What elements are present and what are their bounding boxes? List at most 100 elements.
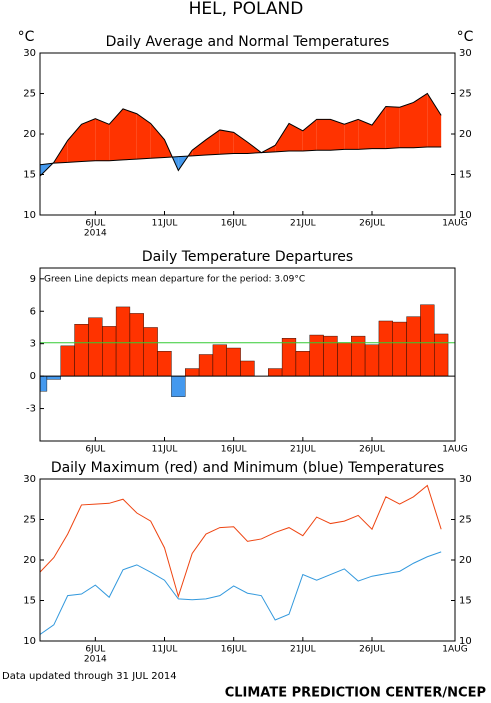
bar (115, 306, 131, 377)
x-tick-label: 1AUG (442, 645, 467, 655)
y-tick-label: 25 (23, 515, 36, 526)
y-tick-label: 15 (23, 170, 36, 181)
x-tick-label: 6JUL (85, 445, 105, 455)
bar (309, 334, 324, 377)
bar (378, 320, 393, 377)
anomaly-fill (330, 119, 345, 151)
y2-tick-label: 20 (459, 555, 472, 566)
x-tick-label: 21JUL (290, 445, 316, 455)
anomaly-fill (385, 106, 400, 149)
anomaly-fill (95, 118, 110, 161)
bar (40, 375, 48, 392)
x-tick-label: 6JUL (85, 645, 105, 655)
anomaly-fill (316, 119, 331, 151)
x-tick-label: 16JUL (221, 445, 247, 455)
anomaly-fill (136, 113, 151, 160)
anomaly-fill (399, 102, 414, 148)
y2-axis-label: °C (457, 29, 474, 45)
bar (212, 344, 227, 377)
bar (406, 316, 421, 377)
bar (268, 368, 283, 377)
bar (351, 335, 366, 377)
y2-tick-label: 10 (459, 210, 472, 221)
anomaly-fill (302, 119, 317, 152)
bar (392, 321, 407, 377)
y-axis-label: °C (18, 29, 35, 45)
y-tick-label: 6 (30, 306, 36, 317)
y-tick-label: 10 (23, 210, 36, 221)
anomaly-fill (123, 108, 137, 160)
x-tick-label: 11JUL (152, 645, 178, 655)
anomaly-fill (233, 132, 248, 154)
y-tick-label: 30 (23, 48, 36, 59)
y2-tick-label: 15 (459, 170, 472, 181)
bar (337, 342, 352, 377)
chart-title: Daily Maximum (red) and Minimum (blue) T… (51, 460, 444, 476)
y-tick-label: 3 (30, 339, 36, 350)
anomaly-fill (275, 123, 289, 152)
anomaly-fill (344, 119, 359, 150)
y2-tick-label: 10 (459, 636, 472, 647)
y-tick-label: 10 (23, 636, 36, 647)
series-line (40, 92, 442, 177)
page-title: HEL, POLAND (189, 0, 304, 19)
plot-frame (39, 52, 456, 216)
plot-frame (39, 267, 456, 442)
y-tick-label: 20 (23, 555, 36, 566)
x-tick-label: 26JUL (359, 445, 385, 455)
series-line (40, 484, 442, 599)
bar (198, 354, 214, 377)
chart-title: Daily Average and Normal Temperatures (106, 34, 390, 50)
y2-tick-label: 25 (459, 89, 472, 100)
bar (129, 313, 144, 377)
series-line (40, 551, 442, 635)
bar (240, 360, 255, 377)
y2-tick-label: 30 (459, 474, 472, 485)
credit: CLIMATE PREDICTION CENTER/NCEP (225, 686, 486, 701)
x-sublabel: 2014 (84, 655, 107, 665)
bar (74, 324, 89, 377)
anomaly-fill (372, 106, 386, 149)
x-tick-label: 16JUL (221, 645, 247, 655)
y-tick-label: 0 (30, 371, 36, 382)
anomaly-fill (109, 108, 123, 161)
anomaly-fill (289, 123, 303, 152)
bar (434, 333, 449, 377)
anomaly-fill (206, 129, 220, 156)
y-tick-label: 9 (30, 274, 36, 285)
y2-tick-label: 15 (459, 596, 472, 607)
anomaly-fill (81, 118, 96, 162)
bar (157, 351, 172, 377)
x-tick-label: 11JUL (152, 445, 178, 455)
y-tick-label: -3 (26, 404, 36, 415)
bar (185, 368, 200, 377)
bar (364, 344, 380, 377)
bar (281, 338, 297, 377)
anomaly-fill (67, 124, 82, 163)
plot-frame (39, 478, 456, 642)
bar (420, 304, 435, 377)
y2-tick-label: 20 (459, 129, 472, 140)
y2-tick-label: 25 (459, 515, 472, 526)
x-tick-label: 6JUL (85, 219, 105, 229)
x-tick-label: 11JUL (152, 219, 178, 229)
y-tick-label: 15 (23, 596, 36, 607)
footer-note: Data updated through 31 JUL 2014 (2, 671, 177, 682)
x-tick-label: 26JUL (359, 219, 385, 229)
x-tick-label: 16JUL (221, 219, 247, 229)
anomaly-fill (150, 123, 165, 159)
bar (143, 327, 158, 377)
anomaly-fill (192, 139, 206, 156)
x-tick-label: 26JUL (359, 645, 385, 655)
x-tick-label: 21JUL (290, 219, 316, 229)
y-tick-label: 30 (23, 474, 36, 485)
x-sublabel: 2014 (84, 229, 107, 239)
anomaly-fill (358, 119, 372, 150)
x-tick-label: 21JUL (290, 645, 316, 655)
x-tick-label: 1AUG (442, 219, 467, 229)
series-line (40, 146, 442, 166)
plot-area (40, 304, 455, 397)
bar (226, 347, 241, 377)
bar (323, 335, 338, 377)
